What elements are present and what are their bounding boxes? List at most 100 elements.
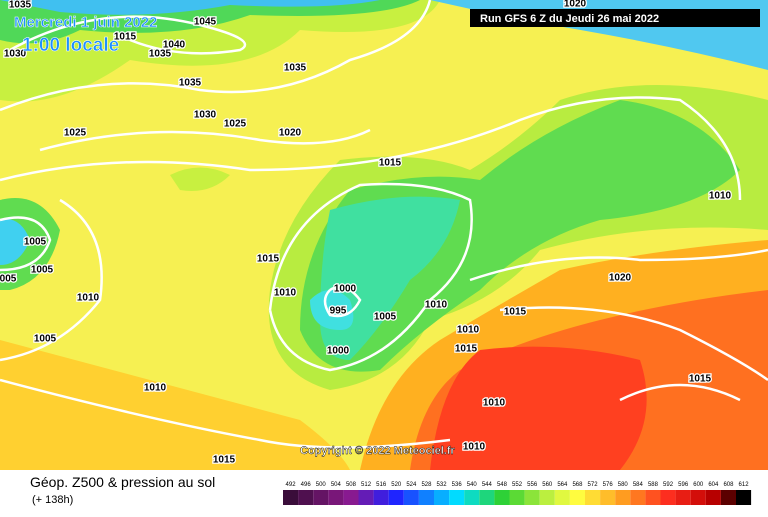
scale-label: 576 xyxy=(603,482,614,488)
scale-label: 544 xyxy=(482,482,493,488)
scale-swatch xyxy=(388,490,404,505)
run-box xyxy=(470,9,760,27)
isobar-label: 1025 xyxy=(64,128,87,139)
scale-label: 520 xyxy=(391,482,402,488)
footer-lead: (+ 138h) xyxy=(32,494,73,506)
scale-label: 512 xyxy=(361,482,372,488)
isobars xyxy=(0,0,768,449)
isobar-label: 1015 xyxy=(689,374,712,385)
scale-swatch xyxy=(720,490,736,505)
scale-swatch xyxy=(479,490,495,505)
scale-swatch xyxy=(328,490,344,505)
scale-label: 540 xyxy=(467,482,478,488)
footer-title: Géop. Z500 & pression au sol xyxy=(30,474,215,490)
isobar-label: 1015 xyxy=(504,307,527,318)
isobar-label: 1025 xyxy=(224,119,247,130)
isobar-label: 1040 xyxy=(163,40,186,51)
isobar-label: 1035 xyxy=(149,49,172,60)
scale-swatch xyxy=(464,490,480,505)
isobar-label: 1010 xyxy=(425,300,448,311)
scale-label: 500 xyxy=(316,482,327,488)
map-time: 1:00 locale xyxy=(22,35,119,56)
scale-label: 556 xyxy=(527,482,538,488)
scale-label: 560 xyxy=(542,482,553,488)
run-info: Run GFS 6 Z du Jeudi 26 mai 2022 xyxy=(480,13,659,25)
scale-swatch xyxy=(600,490,616,505)
scale-label: 612 xyxy=(739,482,750,488)
scale-swatch xyxy=(675,490,691,505)
isobar-label: 1010 xyxy=(77,293,100,304)
isobar-label: 1010 xyxy=(274,288,297,299)
scale-label: 548 xyxy=(497,482,508,488)
scale-swatch xyxy=(283,490,299,505)
scale-label: 600 xyxy=(693,482,704,488)
scale-swatch xyxy=(434,490,450,505)
scale-label: 504 xyxy=(331,482,342,488)
isobar-label: 005 xyxy=(0,274,17,285)
scale-swatch xyxy=(615,490,631,505)
isobar-label: 1005 xyxy=(34,334,57,345)
isobar-label: 1010 xyxy=(144,383,167,394)
scale-label: 536 xyxy=(452,482,463,488)
isobar-label: 1010 xyxy=(483,398,506,409)
scale-label: 508 xyxy=(346,482,357,488)
scale-label: 604 xyxy=(708,482,719,488)
scale-swatch xyxy=(569,490,585,505)
scale-label: 528 xyxy=(421,482,432,488)
isobar-label: 1005 xyxy=(24,237,47,248)
scale-swatch xyxy=(403,490,419,505)
isobar-label: 1030 xyxy=(194,110,217,121)
scale-swatch xyxy=(373,490,389,505)
isobar-label: 1035 xyxy=(9,0,32,11)
scale-swatch xyxy=(494,490,510,505)
scale-label: 584 xyxy=(633,482,644,488)
scale-swatch xyxy=(358,490,374,505)
scale-swatch xyxy=(524,490,540,505)
scale-swatch xyxy=(539,490,555,505)
scale-label: 572 xyxy=(588,482,599,488)
scale-label: 592 xyxy=(663,482,674,488)
scale-swatch xyxy=(313,490,329,505)
isobar-label: 1015 xyxy=(257,254,280,265)
scale-swatch xyxy=(449,490,465,505)
scale-label: 552 xyxy=(512,482,523,488)
scale-label: 532 xyxy=(437,482,448,488)
isobar-label: 1010 xyxy=(457,325,480,336)
scale-label: 568 xyxy=(572,482,583,488)
scale-swatch xyxy=(343,490,359,505)
isobar-label: 1000 xyxy=(327,346,350,357)
isobar-label: 1000 xyxy=(334,284,357,295)
isobar-label: 1020 xyxy=(609,273,632,284)
isobar-label: 1015 xyxy=(455,344,478,355)
scale-swatch xyxy=(585,490,601,505)
scale-label: 492 xyxy=(286,482,297,488)
scale-label: 564 xyxy=(557,482,568,488)
isobar-label: 995 xyxy=(330,306,347,317)
scale-label: 596 xyxy=(678,482,689,488)
map-background xyxy=(0,0,768,470)
scale-label: 588 xyxy=(648,482,659,488)
scale-swatch xyxy=(705,490,721,505)
scale-swatch xyxy=(554,490,570,505)
scale-swatch xyxy=(418,490,434,505)
isobar-labels: 1035 1045 1015 1040 1030 1035 1035 1035 … xyxy=(0,0,733,467)
isobar-label: 1020 xyxy=(564,0,587,10)
isobar-label: 1015 xyxy=(379,158,402,169)
scale-label: 496 xyxy=(301,482,312,488)
isobar-label: 1045 xyxy=(194,17,217,28)
isobar-label: 1010 xyxy=(463,442,486,453)
map-title: Mercredi 1 juin 2022 xyxy=(14,14,157,31)
color-scale: 492 496 500 504 508 512 516 520 524 528 532 536 540 5… xyxy=(283,482,752,505)
isobar-label: 1020 xyxy=(279,128,302,139)
scale-swatch xyxy=(509,490,525,505)
isobar-label: 1015 xyxy=(213,455,236,466)
scale-label: 524 xyxy=(406,482,417,488)
scale-swatch xyxy=(298,490,314,505)
isobar-label: 1010 xyxy=(709,191,732,202)
isobar-label: 1015 xyxy=(114,32,137,43)
isobar-label: 1035 xyxy=(179,78,202,89)
scale-label: 580 xyxy=(618,482,629,488)
isobar-label: 1005 xyxy=(31,265,54,276)
isobar-label: 1030 xyxy=(4,49,27,60)
